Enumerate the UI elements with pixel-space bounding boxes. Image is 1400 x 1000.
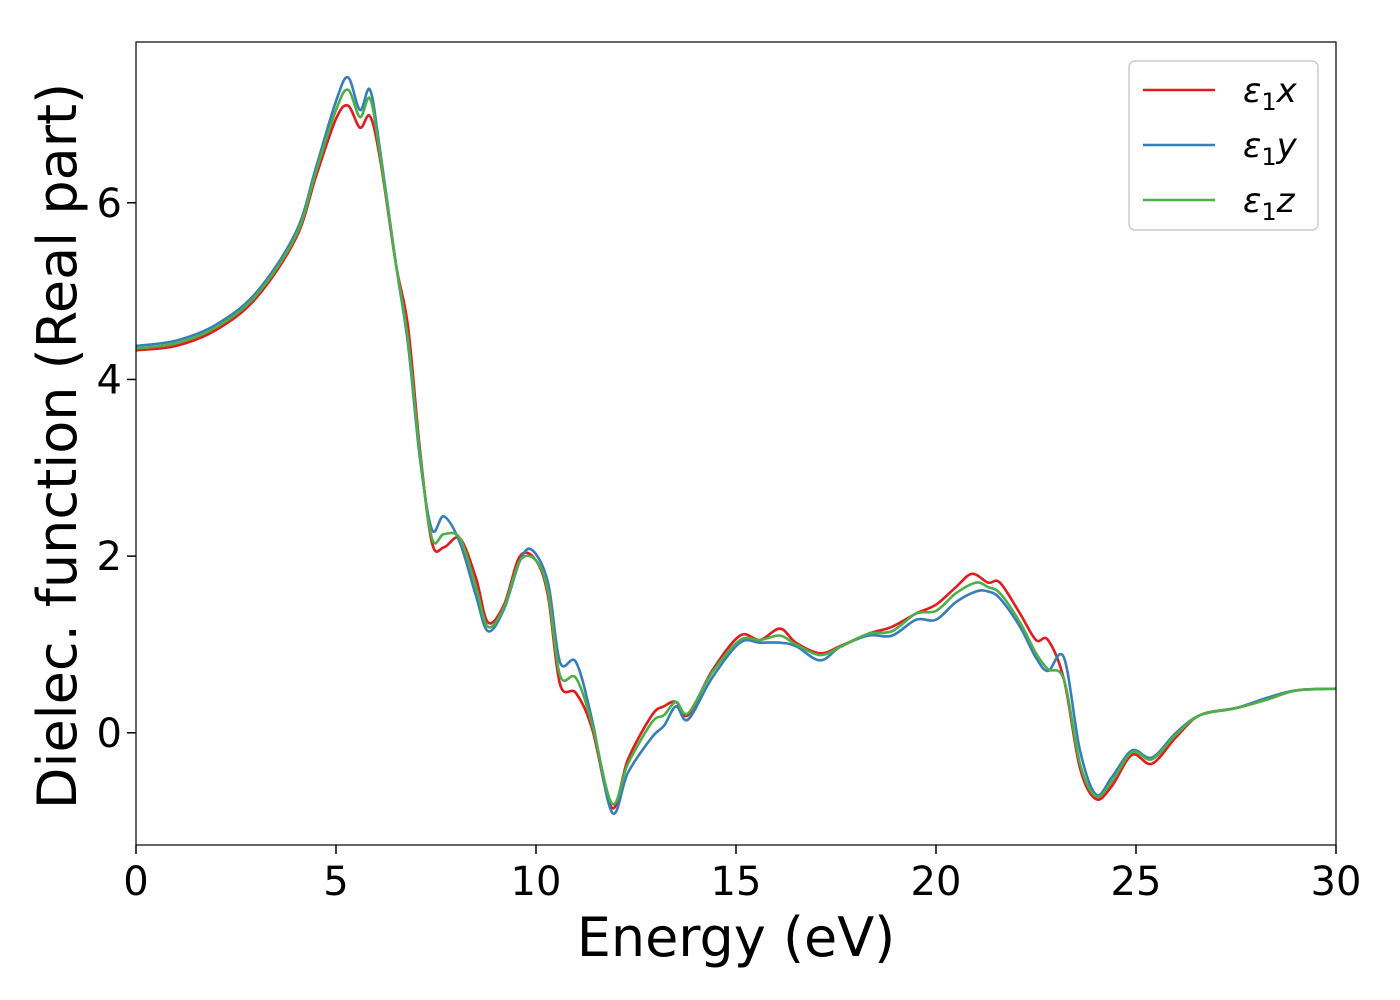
legend-label-base: ε: [1243, 126, 1261, 166]
legend-label-suffix: z: [1276, 181, 1296, 221]
series-line-3: [135, 88, 1337, 806]
legend-label-1: ε1x: [1243, 71, 1298, 116]
x-axis-ticks: 0 5 10 15 20 25 30: [123, 845, 1361, 905]
legend-label-3: ε1z: [1243, 181, 1296, 226]
y-tick-label: 6: [97, 181, 122, 227]
legend-box: [1128, 60, 1319, 231]
x-tick-label: 10: [511, 859, 562, 905]
legend-label-subscript: 1: [1261, 198, 1276, 226]
legend-label-subscript: 1: [1261, 88, 1276, 116]
legend-label-subscript: 1: [1261, 143, 1276, 171]
legend-label-base: ε: [1243, 181, 1261, 221]
y-axis-label: Dielec. function (Real part): [26, 83, 89, 809]
x-tick-label: 30: [1311, 859, 1362, 905]
x-axis-label: Energy (eV): [577, 906, 896, 969]
x-tick-label: 15: [711, 859, 762, 905]
x-tick-label: 5: [323, 859, 348, 905]
series-layer: [135, 76, 1337, 815]
legend-label-2: ε1y: [1243, 126, 1298, 171]
x-tick-label: 25: [1111, 859, 1162, 905]
legend-label-suffix: x: [1276, 71, 1298, 111]
x-tick-label: 0: [123, 859, 148, 905]
y-tick-label: 4: [97, 357, 122, 403]
y-tick-label: 2: [97, 534, 122, 580]
legend-label-base: ε: [1243, 71, 1261, 111]
y-tick-label: 0: [97, 711, 122, 757]
y-axis-ticks: 0 2 4 6: [97, 181, 136, 757]
legend-label-suffix: y: [1276, 126, 1298, 166]
x-tick-label: 20: [911, 859, 962, 905]
